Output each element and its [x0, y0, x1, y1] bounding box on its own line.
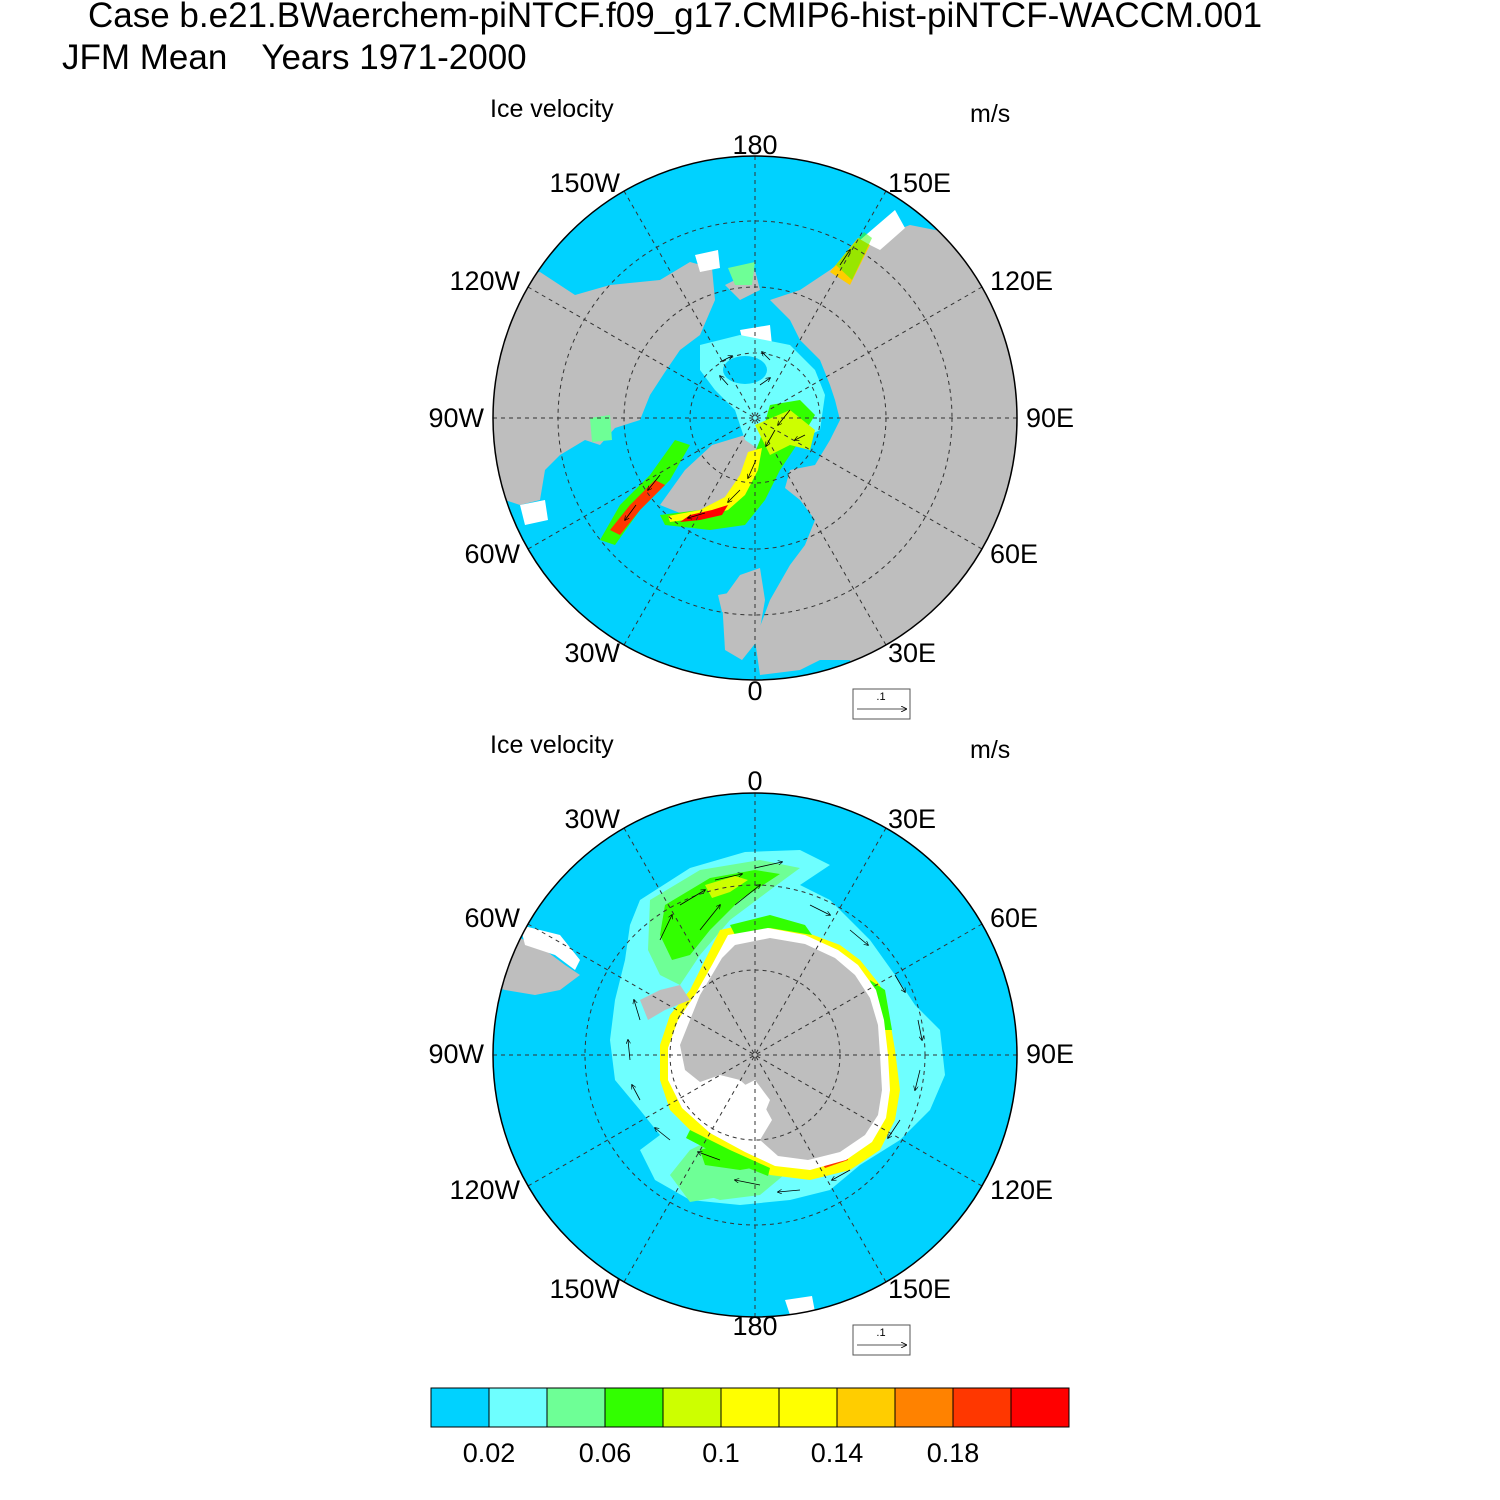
south-lon-label: 120W — [449, 1175, 520, 1205]
north-lon-label: 90E — [1026, 403, 1074, 433]
north-lon-label: 90W — [428, 403, 484, 433]
iceland-land — [718, 590, 748, 612]
colorbar-cell — [430, 1387, 490, 1428]
south-lon-label: 150E — [888, 1274, 951, 1304]
south-panel-units: m/s — [970, 736, 1010, 764]
colorbar — [430, 1387, 1070, 1428]
colorbar-cell — [1010, 1387, 1070, 1428]
south-polar-map — [493, 793, 1017, 1317]
colorbar-cell — [488, 1387, 548, 1428]
south-lon-label: 30E — [888, 804, 936, 834]
north-lon-label: 180 — [732, 130, 777, 160]
south-reference-vector: .1 — [852, 1324, 911, 1356]
antarctica-land — [680, 938, 882, 1160]
south-ice-vectors — [628, 862, 922, 1192]
south-reference-vector-label: .1 — [876, 1327, 885, 1339]
bering-strait-flow — [728, 262, 755, 285]
south-lon-label: 60E — [990, 903, 1038, 933]
new-zealand-margin — [785, 1296, 815, 1315]
south-lon-label: 120E — [990, 1175, 1053, 1205]
south-map-border — [492, 792, 1018, 1318]
hudson-bay-flow — [590, 415, 612, 442]
south-lon-label: 0 — [747, 766, 762, 796]
case-title: Case b.e21.BWaerchem-piNTCF.f09_g17.CMIP… — [88, 0, 1263, 35]
south-panel-title: Ice velocity — [490, 731, 614, 759]
north-ice-vectors — [625, 250, 850, 520]
north-panel-units: m/s — [970, 100, 1010, 128]
north-america-land — [493, 262, 715, 505]
colorbar-cell — [546, 1387, 606, 1428]
colorbar-cell — [778, 1387, 838, 1428]
north-map-border — [492, 155, 1018, 681]
season-label: JFM Mean — [62, 38, 228, 77]
antarctic-peninsula-land — [640, 985, 690, 1020]
north-lon-label: 0 — [747, 676, 762, 706]
weddell-gyre-peak — [705, 876, 748, 898]
years-label: Years 1971-2000 — [261, 38, 527, 77]
colorbar-tick-label: 0.1 — [702, 1438, 740, 1468]
colorbar-cell — [894, 1387, 954, 1428]
south-panel: Ice velocity m/s — [428, 731, 1074, 1356]
beaufort-gyre — [723, 356, 767, 384]
colorbar-tick-label: 0.14 — [811, 1438, 864, 1468]
baffin-bay-flow-peak — [610, 480, 665, 535]
south-america-margin — [520, 925, 580, 970]
north-panel: Ice velocity m/s — [428, 95, 1074, 720]
south-lon-label: 90E — [1026, 1039, 1074, 1069]
north-lon-label: 120E — [990, 266, 1053, 296]
north-lon-label: 30E — [888, 638, 936, 668]
north-lon-label: 150W — [549, 168, 620, 198]
north-reference-vector-label: .1 — [876, 691, 885, 703]
north-reference-vector: .1 — [852, 688, 911, 720]
south-lon-label: 150W — [549, 1274, 620, 1304]
colorbar-tick-label: 0.06 — [579, 1438, 632, 1468]
ross-ice-shelf — [735, 1080, 770, 1125]
south-graticule — [493, 793, 1017, 1317]
okhotsk-flow-edge — [836, 232, 872, 280]
south-lon-label: 30W — [564, 804, 620, 834]
south-lon-label: 60W — [464, 903, 520, 933]
colorbar-cell — [952, 1387, 1012, 1428]
north-lon-label: 150E — [888, 168, 951, 198]
fram-strait-flow-core — [668, 448, 762, 522]
north-graticule — [493, 156, 1017, 680]
colorbar-tick-label: 0.18 — [927, 1438, 980, 1468]
north-lon-label: 60W — [464, 539, 520, 569]
amundsen-flow — [670, 1172, 730, 1202]
colorbar-labels: 0.02 0.06 0.1 0.14 0.18 — [463, 1438, 980, 1468]
south-lon-label: 180 — [732, 1311, 777, 1341]
north-lon-label: 30W — [564, 638, 620, 668]
colorbar-cell — [662, 1387, 722, 1428]
north-panel-title: Ice velocity — [490, 95, 614, 123]
north-lon-label: 120W — [449, 266, 520, 296]
season-title: JFM Mean Years 1971-2000 — [62, 38, 527, 78]
north-lon-label: 60E — [990, 539, 1038, 569]
scandinavia-land — [722, 568, 765, 660]
colorbar-cell — [720, 1387, 780, 1428]
north-polar-map — [493, 156, 1017, 680]
colorbar-cell — [604, 1387, 664, 1428]
colorbar-tick-label: 0.02 — [463, 1438, 516, 1468]
colorbar-cell — [836, 1387, 896, 1428]
south-lon-label: 90W — [428, 1039, 484, 1069]
